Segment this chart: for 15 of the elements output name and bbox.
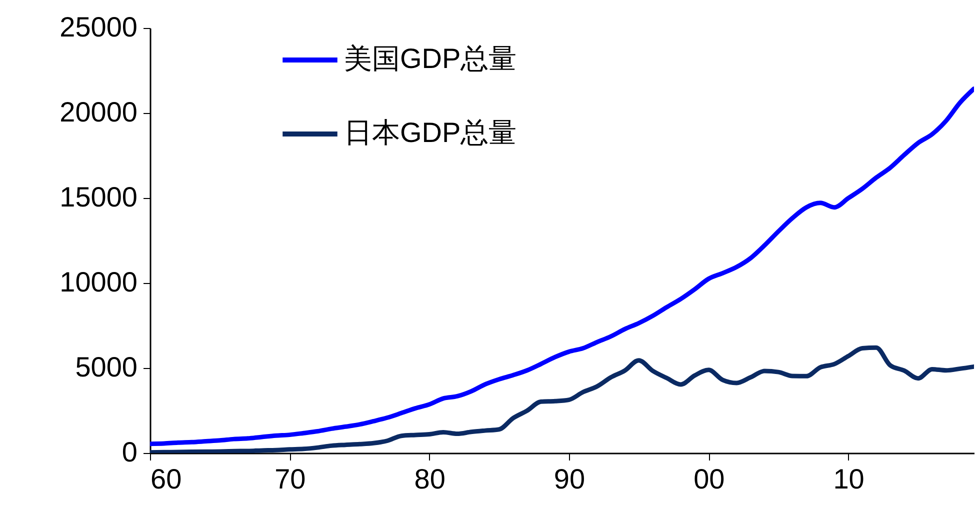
y-tick-label: 5000 [75, 352, 138, 382]
x-tick-label: 00 [694, 464, 725, 494]
line-series [150, 86, 974, 446]
x-tick-label: 10 [833, 464, 864, 494]
y-tick-label: 0 [122, 436, 138, 468]
legend-label: 美国GDP总量 [344, 43, 517, 74]
y-tick-label: 10000 [60, 266, 138, 298]
y-tick-label: 20000 [60, 96, 138, 128]
x-tick-label: 60 [150, 464, 182, 494]
x-tick-label: 90 [554, 464, 586, 494]
legend-label: 日本GDP总量 [344, 117, 517, 148]
y-tick-label: 25000 [60, 12, 138, 42]
y-tick-label: 15000 [60, 182, 138, 212]
x-tick-label: 70 [274, 464, 306, 494]
x-tick-label: 80 [414, 464, 446, 494]
